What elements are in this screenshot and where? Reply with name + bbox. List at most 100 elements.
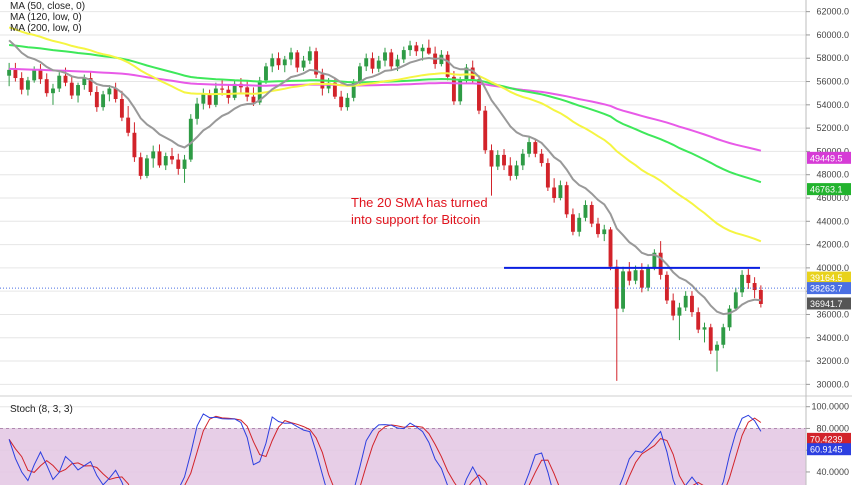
y-tick-36000: 36000.0 [816,309,849,319]
candle-body-12 [82,78,87,86]
candle-body-25 [163,156,168,166]
candle-body-40 [257,80,262,103]
candle-32 [207,89,212,109]
candle-18 [119,90,124,122]
candle-31 [201,88,206,110]
candle-72 [458,76,463,105]
candle-body-34 [220,88,225,90]
y-tick-54000: 54000.0 [816,100,849,110]
candle-75 [477,76,481,115]
candle-86 [545,158,550,192]
sma20-line [8,39,762,316]
candle-body-79 [502,154,506,166]
candle-58 [370,52,375,74]
candle-111 [702,322,707,343]
candle-118 [746,269,751,289]
legend-stoch: Stoch (8, 3, 3) [10,404,73,415]
candle-body-21 [138,157,143,176]
candle-64 [408,40,412,56]
price-tag-label-4: 36941.7 [810,299,843,309]
candle-60 [383,47,387,67]
candle-43 [276,52,281,70]
price-tag-label-1: 46763.1 [810,185,843,195]
candle-89 [564,181,569,218]
candle-53 [339,90,344,111]
candle-body-42 [270,58,275,67]
candle-24 [157,144,162,168]
price-tag-4: 36941.7 [807,297,851,310]
price-tag-2: 39164.5 [807,271,851,284]
candle-body-116 [733,292,738,309]
price-tag-label-3: 38263.7 [810,284,843,294]
candle-body-113 [715,344,719,351]
price-tag-bg-3 [807,282,851,295]
candle-104 [658,241,663,280]
stoch-tag-1: 60.9145 [807,443,851,456]
candle-79 [502,149,506,171]
candle-81 [514,160,519,180]
candle-96 [608,227,613,271]
candle-body-98 [621,271,625,309]
candle-3 [25,76,30,96]
candle-body-93 [589,204,594,224]
candle-body-77 [489,150,494,167]
candle-body-36 [232,83,237,98]
y-tick-50000: 50000.0 [816,146,849,156]
candle-body-94 [596,223,600,235]
price-tag-3: 38263.7 [807,282,851,295]
candle-body-120 [758,290,763,304]
candle-body-99 [627,271,632,281]
candle-14 [94,86,99,112]
candle-body-84 [533,142,538,154]
stoch-tag-label-0: 70.4239 [810,434,843,444]
candle-body-59 [376,60,381,69]
stoch-tag-label-1: 60.9145 [810,445,843,455]
candle-body-58 [370,58,375,69]
candle-body-97 [614,266,619,309]
candle-103 [652,249,657,271]
candle-body-103 [652,252,657,268]
candle-87 [552,178,557,203]
candle-22 [145,154,149,179]
candle-body-33 [213,88,218,105]
candle-77 [489,144,494,196]
price-tag-bg-2 [807,271,851,284]
candle-body-91 [577,217,582,232]
candle-body-15 [101,94,106,108]
candle-body-24 [157,151,162,166]
candle-body-63 [401,50,406,60]
legend-ma50: MA (50, close, 0) [10,1,85,12]
annotation-line-2: into support for Bitcoin [351,212,480,227]
candle-body-72 [458,80,463,102]
price-tag-bg-1 [807,183,851,196]
candle-body-96 [608,229,613,267]
y-tick-52000: 52000.0 [816,123,849,133]
candle-body-45 [289,52,293,60]
candle-63 [401,46,406,63]
candle-body-8 [57,75,62,89]
candle-8 [57,72,62,93]
candle-49 [314,47,319,79]
y-tick-44000: 44000.0 [816,216,849,226]
candle-body-66 [420,47,425,52]
candle-body-90 [570,214,575,232]
candle-body-5 [38,69,43,80]
price-tag-1: 46763.1 [807,183,851,196]
y-tick-30000: 30000.0 [816,379,849,389]
candle-71 [451,71,456,105]
stoch-y-tick-40: 40.0000 [816,467,849,477]
stoch-y-tick-100: 100.0000 [811,402,849,412]
candle-body-86 [545,163,550,188]
candle-body-19 [126,117,131,133]
candle-body-71 [451,76,456,102]
candle-26 [170,147,174,165]
candle-body-74 [470,67,475,80]
candle-body-69 [439,54,444,65]
candle-body-81 [514,165,519,176]
candle-body-31 [201,94,206,104]
y-tick-46000: 46000.0 [816,193,849,203]
candle-110 [696,307,701,334]
y-tick-62000: 62000.0 [816,7,849,17]
candle-body-117 [740,274,745,293]
